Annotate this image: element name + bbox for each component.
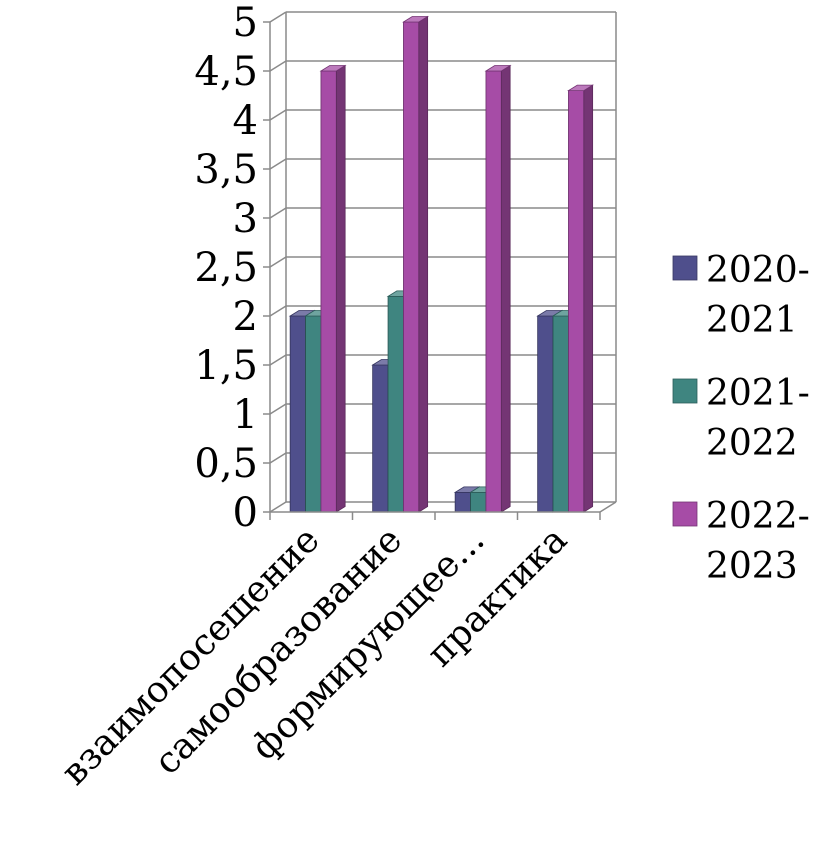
bar-side	[335, 64, 346, 513]
legend-label-line1: 2020-	[706, 250, 810, 291]
gridline-depth	[269, 11, 287, 23]
bar	[484, 64, 512, 513]
y-tick-label: 0	[233, 490, 258, 536]
legend-swatch	[672, 501, 698, 527]
bar-front	[537, 315, 554, 513]
bar-front	[289, 315, 306, 513]
bar-side	[500, 64, 511, 513]
bar-front	[454, 491, 471, 513]
y-tick-label: 0,5	[194, 441, 258, 487]
y-tick-label: 4	[233, 98, 258, 144]
bar-front	[372, 364, 389, 513]
y-tick-label: 3,5	[194, 147, 258, 193]
legend-label-line2: 2023	[706, 546, 798, 587]
chart-axes	[263, 21, 617, 520]
bar-front	[403, 21, 420, 513]
legend-label-line1: 2021-	[706, 373, 810, 414]
bar	[319, 64, 347, 513]
bar-side	[583, 84, 594, 513]
y-axis-tick-labels: 00,511,522,533,544,55	[194, 0, 258, 536]
bar-front	[387, 295, 404, 513]
legend-swatch	[672, 255, 698, 281]
chart-bars	[288, 15, 595, 513]
bar-side	[418, 15, 429, 513]
gridline-depth	[269, 403, 287, 415]
x-axis-category-labels: взаимопосещениесамообразованиеформирующе…	[54, 519, 575, 793]
gridline-depth	[269, 256, 287, 268]
bar-top	[402, 16, 430, 23]
bar	[402, 15, 430, 513]
gridline-depth	[269, 354, 287, 366]
floor-edge	[599, 501, 617, 513]
y-tick-label: 4,5	[194, 49, 258, 95]
bar-top	[484, 65, 512, 72]
bar-front	[470, 491, 487, 513]
legend-label-line2: 2022	[706, 423, 798, 464]
bar-top	[319, 65, 347, 72]
gridline-depth	[269, 501, 287, 513]
y-tick-label: 2,5	[194, 245, 258, 291]
legend-label-line2: 2021	[706, 300, 798, 341]
legend-label-line1: 2022-	[706, 496, 810, 537]
bar-front	[320, 70, 337, 513]
bar-front	[485, 70, 502, 513]
y-tick-label: 1,5	[194, 343, 258, 389]
bar-front	[305, 315, 322, 513]
legend: 2020- 2021 2021- 2022 2022- 2023	[672, 250, 810, 587]
y-tick-label: 1	[233, 392, 258, 438]
bar	[567, 84, 595, 513]
legend-swatch	[672, 378, 698, 404]
gridline-depth	[269, 158, 287, 170]
gridline-depth	[269, 452, 287, 464]
gridline-depth	[269, 109, 287, 121]
bar-front	[568, 90, 585, 513]
y-tick-label: 5	[233, 0, 258, 46]
bar-front	[552, 315, 569, 513]
gridline-depth	[269, 305, 287, 317]
y-tick-label: 3	[233, 196, 258, 242]
y-tick-label: 2	[233, 294, 258, 340]
gridline-depth	[269, 60, 287, 72]
bar-top	[567, 84, 595, 91]
gridline-depth	[269, 207, 287, 219]
